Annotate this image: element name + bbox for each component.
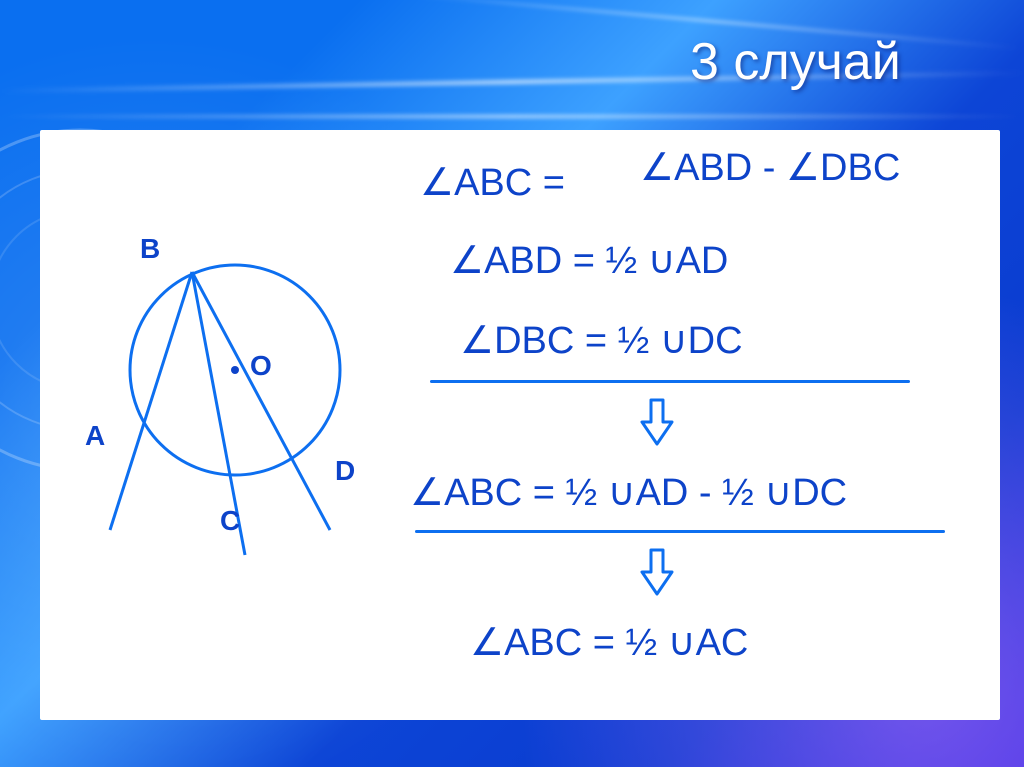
formula-abc-eq: ∠ABC = — [420, 160, 565, 205]
arrow-down-icon — [640, 398, 670, 448]
separator-1 — [430, 380, 910, 383]
separator-2 — [415, 530, 945, 533]
content-area: B O A D C ∠ABC = ∠ABD - ∠DBC ∠ABD = ½ ∪A… — [40, 130, 1000, 720]
label-B: B — [140, 233, 160, 265]
slide-root: 3 случай B O A D C ∠ABC = ∠ABD - ∠DBC ∠A… — [0, 0, 1024, 767]
label-C: C — [220, 505, 240, 537]
slide-title: 3 случай — [690, 32, 901, 92]
formula-abd: ∠ABD = ½ ∪AD — [450, 238, 728, 283]
geometry-diagram: B O A D C — [70, 220, 370, 560]
arrow-down-icon — [640, 548, 670, 598]
formula-dbc: ∠DBC = ½ ∪DC — [460, 318, 743, 363]
label-O: O — [250, 350, 272, 382]
label-A: A — [85, 420, 105, 452]
formula-abd-dbc: ∠ABD - ∠DBC — [640, 145, 900, 190]
formula-combined: ∠ABC = ½ ∪AD - ½ ∪DC — [410, 470, 847, 515]
label-D: D — [335, 455, 355, 487]
formula-result: ∠ABC = ½ ∪AC — [470, 620, 748, 665]
